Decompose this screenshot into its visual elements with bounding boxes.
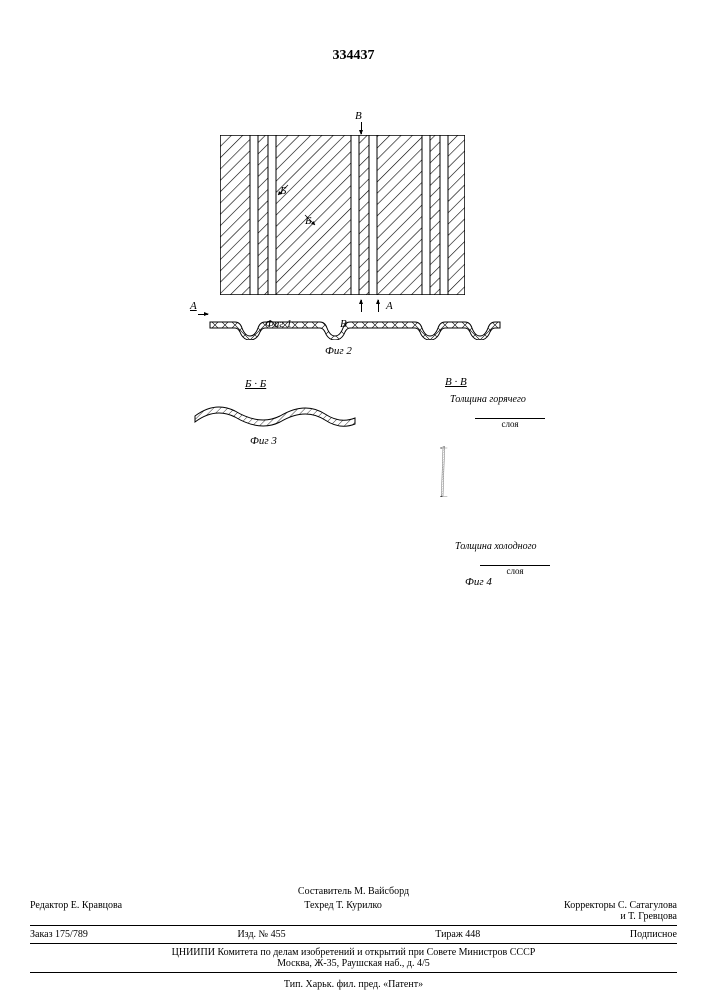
address: Москва, Ж-35, Раушская наб., д. 4/5 xyxy=(30,958,677,973)
figures-area: В Б Б А xyxy=(150,100,570,600)
circulation: Тираж 448 xyxy=(435,929,480,940)
section-label-b1: Б xyxy=(280,185,287,197)
subscription: Подписное xyxy=(630,929,677,940)
hot-layer-label: Толщина горячего xyxy=(450,394,526,405)
compiler-line: Составитель М. Вайсборд xyxy=(30,886,677,900)
section-label-b-bottom: В xyxy=(340,318,347,330)
editor: Редактор Е. Кравцова xyxy=(30,900,122,922)
footer: Составитель М. Вайсборд Редактор Е. Крав… xyxy=(30,886,677,990)
section-marker-b-top: В xyxy=(355,110,362,122)
arrow-icon xyxy=(361,300,362,312)
figure-4-header: В · В xyxy=(445,376,467,388)
figure-4-bar xyxy=(440,398,450,548)
figure-1 xyxy=(220,135,465,295)
edition-number: Изд. № 455 xyxy=(237,929,285,940)
page-number: 334437 xyxy=(333,48,375,64)
figure-3-caption: Фиг 3 xyxy=(250,435,277,447)
cold-layer-sublabel: слоя xyxy=(480,565,550,576)
section-label-a-right: А xyxy=(386,300,393,312)
figure-2-caption: Фиг 2 xyxy=(325,345,352,357)
figure-3 xyxy=(190,396,360,436)
organization: ЦНИИПИ Комитета по делам изобретений и о… xyxy=(30,944,677,958)
tech-editor: Техред Т. Курилко xyxy=(304,900,382,922)
hot-layer-sublabel: слоя xyxy=(475,418,545,429)
cold-layer-label: Толщина холодного xyxy=(455,541,537,552)
order-number: Заказ 175/789 xyxy=(30,929,88,940)
printer: Тип. Харьк. фил. пред. «Патент» xyxy=(30,973,677,990)
correctors2: и Т. Гревцова xyxy=(620,911,677,922)
figure-1-caption: Фиг 1 xyxy=(265,318,292,330)
figure-4-caption: Фиг 4 xyxy=(465,576,492,588)
arrow-icon xyxy=(378,300,379,312)
arrow-icon xyxy=(361,122,362,134)
correctors: Корректоры С. Сатагулова xyxy=(564,900,677,911)
section-label-b2: Б xyxy=(305,215,312,227)
figure-3-header: Б · Б xyxy=(245,378,266,390)
